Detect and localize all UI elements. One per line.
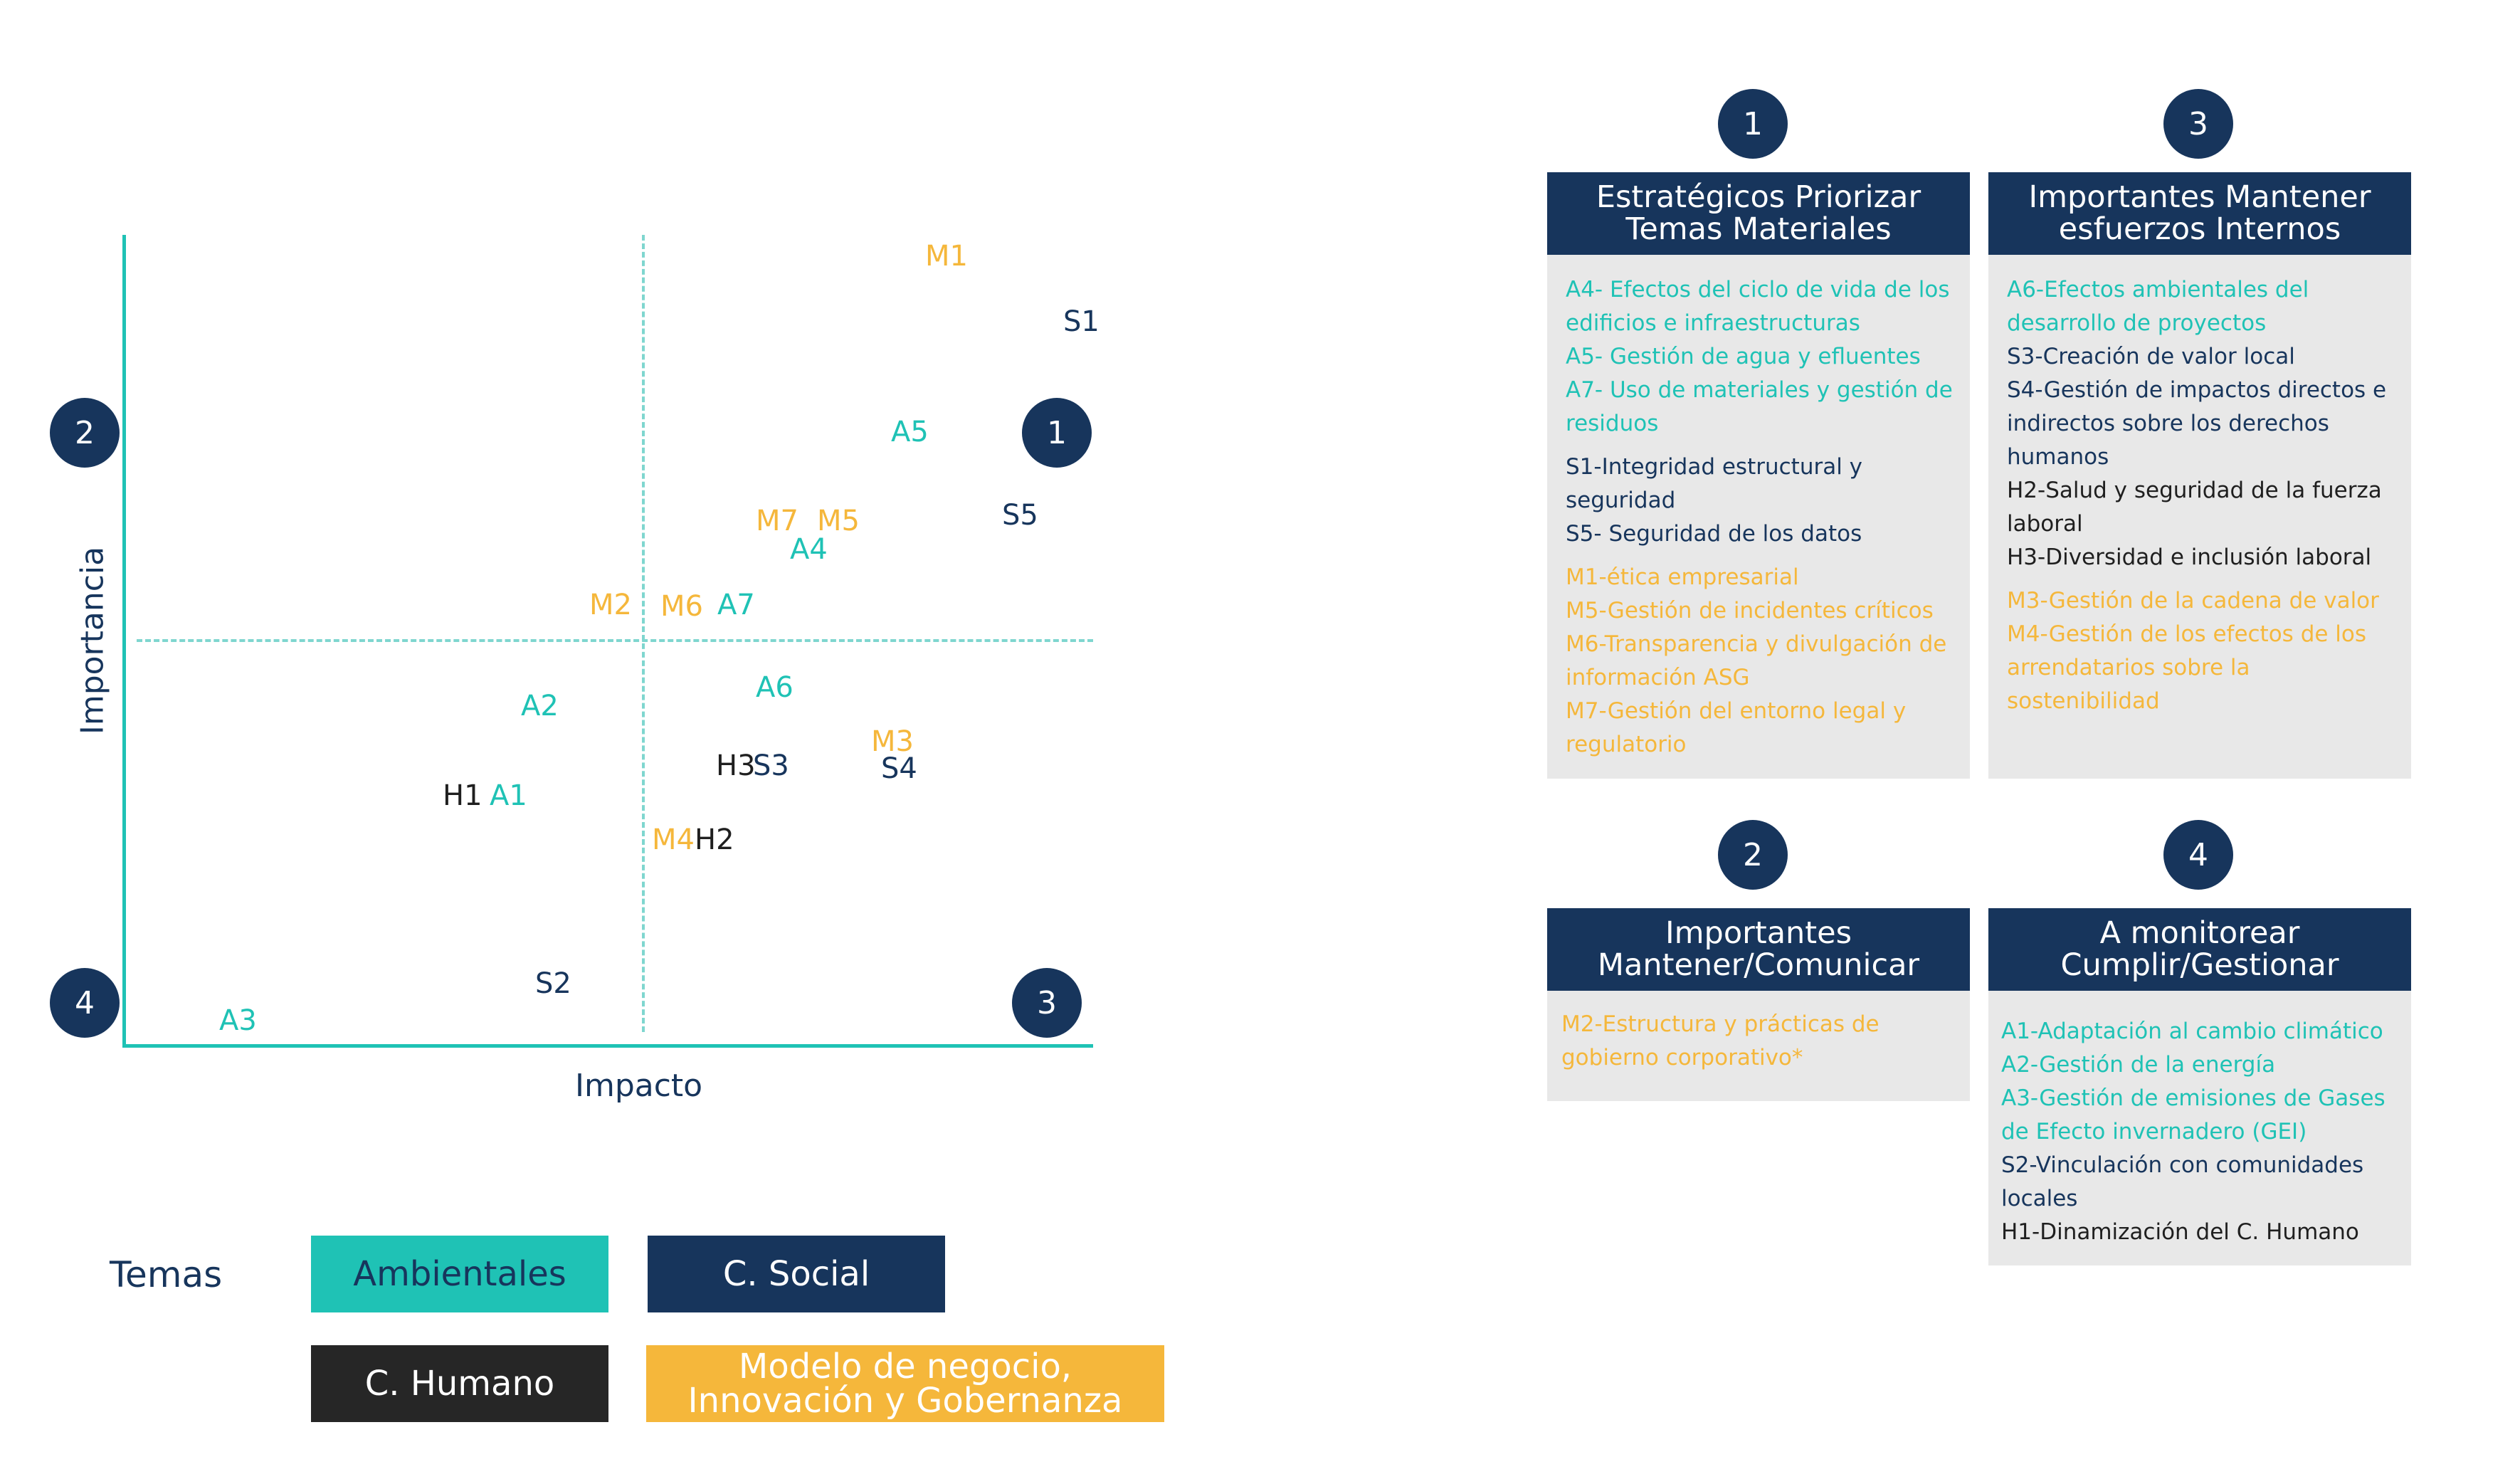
horizontal-divider — [137, 639, 1093, 642]
point-m4: M4 — [652, 823, 695, 856]
point-a7: A7 — [717, 589, 755, 621]
point-a2: A2 — [521, 690, 559, 722]
y-axis — [122, 235, 126, 1048]
quadrant-marker-3: 3 — [1012, 968, 1082, 1038]
legend-humano: C. Humano — [311, 1345, 608, 1422]
point-s1: S1 — [1063, 305, 1100, 338]
card-body: A6-Efectos ambientales del desarrollo de… — [1988, 255, 2411, 779]
card-item: M1-ética empresarial — [1566, 564, 1799, 590]
card-item: A5- Gestión de agua y efluentes — [1566, 344, 1921, 369]
point-h3: H3 — [716, 749, 756, 782]
card-number: 1 — [1718, 89, 1788, 159]
quadrant-marker-4: 4 — [50, 968, 120, 1038]
card-item: S2-Vinculación con comunidades locales — [2001, 1152, 2364, 1211]
card-item: H2-Salud y seguridad de la fuerza labora… — [2007, 478, 2382, 537]
point-a4: A4 — [790, 533, 828, 566]
card-body: A4- Efectos del ciclo de vida de los edi… — [1547, 255, 1970, 779]
x-axis-title: Impacto — [575, 1068, 703, 1104]
card-item: S1-Integridad estructural y seguridad — [1566, 454, 1863, 513]
point-s2: S2 — [535, 967, 571, 1000]
point-m7: M7 — [756, 505, 798, 537]
card-body: A1-Adaptación al cambio climático A2-Ges… — [1988, 991, 2411, 1265]
card-item: H3-Diversidad e inclusión laboral — [2007, 544, 2372, 570]
point-s3: S3 — [753, 749, 789, 782]
point-h2: H2 — [695, 823, 734, 856]
card-number: 2 — [1718, 820, 1788, 890]
card-item: S3-Creación de valor local — [2007, 344, 2295, 369]
point-m5: M5 — [817, 505, 860, 537]
point-m6: M6 — [660, 590, 703, 623]
card-item: A4- Efectos del ciclo de vida de los edi… — [1566, 277, 1950, 336]
quadrant-marker-1: 1 — [1022, 398, 1092, 468]
x-axis — [122, 1044, 1093, 1048]
quadrant-marker-2: 2 — [50, 398, 120, 468]
y-axis-title: Importancia — [74, 546, 111, 735]
card-item: M3-Gestión de la cadena de valor — [2007, 588, 2379, 614]
point-a5: A5 — [891, 416, 929, 448]
point-s5: S5 — [1002, 499, 1038, 532]
legend-ambientales: Ambientales — [311, 1236, 608, 1312]
point-m1: M1 — [925, 240, 968, 273]
card-number: 3 — [2163, 89, 2233, 159]
legend-negocio-label: Modelo de negocio, Innovación y Gobernan… — [687, 1347, 1123, 1421]
legend-title: Temas — [110, 1254, 223, 1295]
vertical-divider — [642, 235, 645, 1032]
card-item: S4-Gestión de impactos directos e indire… — [2007, 377, 2387, 470]
card-title: Importantes Mantener esfuerzos Internos — [1988, 172, 2411, 255]
card-title: A monitorear Cumplir/Gestionar — [1988, 908, 2411, 991]
card-number: 4 — [2163, 820, 2233, 890]
card-item: M4-Gestión de los efectos de los arrenda… — [2007, 621, 2367, 714]
legend-social: C. Social — [648, 1236, 945, 1312]
card-body: M2-Estructura y prácticas de gobierno co… — [1547, 991, 1970, 1101]
card-item: H1-Dinamización del C. Humano — [2001, 1219, 2359, 1245]
card-title: Importantes Mantener/Comunicar — [1547, 908, 1970, 991]
card-item: A6-Efectos ambientales del desarrollo de… — [2007, 277, 2309, 336]
point-a3: A3 — [219, 1004, 257, 1037]
card-item: M5-Gestión de incidentes críticos — [1566, 598, 1934, 623]
card-item: A2-Gestión de la energía — [2001, 1052, 2276, 1078]
card-item: M2-Estructura y prácticas de gobierno co… — [1561, 1011, 1880, 1070]
point-a6: A6 — [756, 671, 794, 704]
point-a1: A1 — [490, 779, 527, 812]
point-s4: S4 — [881, 752, 917, 785]
card-item: M7-Gestión del entorno legal y regulator… — [1566, 698, 1907, 757]
card-item: A1-Adaptación al cambio climático — [2001, 1019, 2383, 1044]
legend-negocio: Modelo de negocio, Innovación y Gobernan… — [646, 1345, 1164, 1422]
card-item: A3-Gestión de emisiones de Gases de Efec… — [2001, 1085, 2385, 1144]
card-item: S5- Seguridad de los datos — [1566, 521, 1862, 547]
point-m3: M3 — [871, 725, 914, 758]
card-item: M6-Transparencia y divulgación de inform… — [1566, 631, 1947, 690]
card-title: Estratégicos Priorizar Temas Materiales — [1547, 172, 1970, 255]
card-item: A7- Uso de materiales y gestión de resid… — [1566, 377, 1953, 436]
point-h1: H1 — [443, 779, 483, 812]
point-m2: M2 — [589, 589, 632, 621]
